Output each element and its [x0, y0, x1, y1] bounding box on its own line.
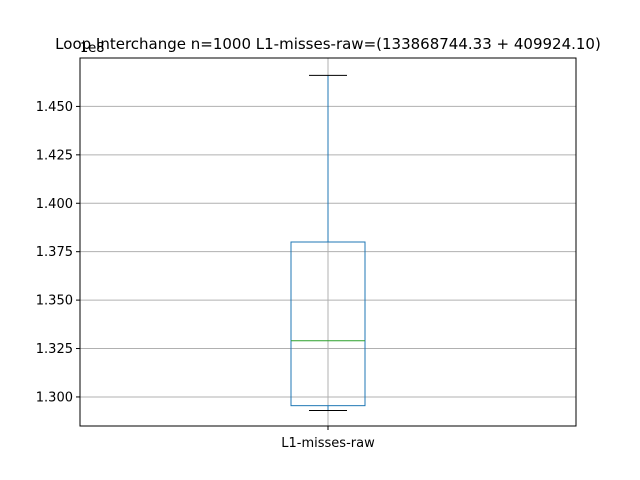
box-series: [290, 74, 366, 412]
y-tick-label: 1.425: [36, 148, 73, 163]
plot-area-frame: [79, 57, 577, 427]
y-tick-label: 1.400: [36, 197, 73, 212]
y-tick-label: 1.350: [36, 294, 73, 309]
x-tick-label: L1-misses-raw: [281, 436, 375, 451]
y-tick-label: 1.300: [36, 390, 73, 405]
interquartile-box: [290, 241, 366, 407]
y-tick-label: 1.450: [36, 100, 73, 115]
x-axis-ticks: L1-misses-raw: [281, 426, 375, 451]
y-tick-label: 1.375: [36, 245, 73, 260]
y-axis-ticks: 1.300 1.325 1.350 1.375 1.400 1.425 1.450: [36, 100, 80, 405]
y-tick-label: 1.325: [36, 342, 73, 357]
chart-title: Loop Interchange n=1000 L1-misses-raw=(1…: [55, 35, 601, 53]
y-offset-label: 1e8: [80, 41, 105, 56]
